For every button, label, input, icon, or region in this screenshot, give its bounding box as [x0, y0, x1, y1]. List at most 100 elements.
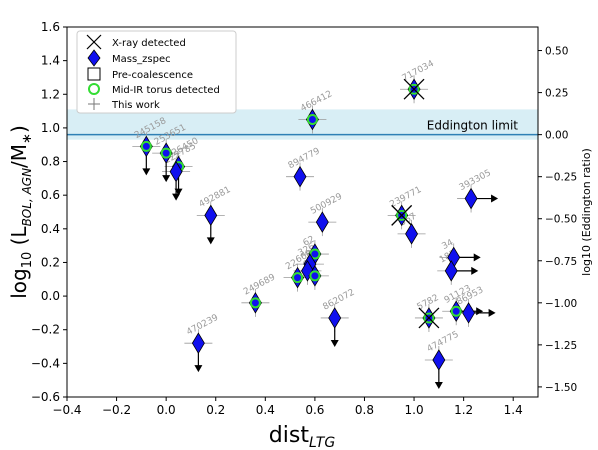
- data-point-diamond: [464, 187, 478, 210]
- y-tick-label: 0.8: [41, 155, 60, 169]
- y-axis-label-log: log: [7, 268, 31, 299]
- x-tick-label: 1.2: [454, 403, 473, 417]
- point-label: 470239: [185, 313, 220, 338]
- y-tick-label: 1.2: [41, 87, 60, 101]
- limit-arrow-layer: [142, 146, 499, 389]
- y-tick-label: 0.0: [41, 289, 60, 303]
- right-axis-label: log10 (Eddington ratio): [580, 148, 593, 276]
- y-axis-ticks: −0.6 −0.4 −0.2 0.0 0.2 0.4 0.6 0.8 1.0 1.2 1.4 1.6: [31, 20, 67, 404]
- point-label: 393305: [458, 168, 493, 193]
- legend-thiswork-text: This work: [111, 100, 160, 111]
- right-tick-label: −1.25: [545, 340, 577, 352]
- upper-limit-arrow-head: [142, 168, 151, 176]
- y-tick-label: 1.4: [41, 54, 60, 68]
- right-limit-arrow-head: [471, 266, 479, 275]
- y-tick-label: −0.4: [31, 356, 60, 370]
- point-label: 894779: [287, 146, 322, 171]
- legend-square-marker: [87, 67, 101, 81]
- x-axis-label-main: dist: [269, 423, 310, 448]
- eddington-limit-label: Eddington limit: [427, 119, 519, 133]
- torus-ring: [292, 272, 304, 284]
- right-tick-label: 0.25: [545, 88, 568, 100]
- data-point-diamond: [204, 204, 218, 227]
- torus-ring: [450, 305, 462, 317]
- y-axis-label-close: ): [7, 125, 31, 133]
- x-tick-label: 0.6: [305, 403, 324, 417]
- y-tick-label: 1.6: [41, 20, 60, 34]
- data-point-diamond: [432, 349, 446, 371]
- legend: X-ray detected Mass_zspec Pre-coalescenc…: [76, 30, 237, 114]
- xray-cross: [403, 78, 425, 100]
- data-point-diamond: [315, 211, 329, 233]
- x-tick-label: 0.2: [206, 403, 225, 417]
- right-tick-label: 0.00: [545, 130, 568, 142]
- torus-ring: [309, 248, 321, 260]
- upper-limit-arrow-head: [434, 382, 443, 389]
- upper-limit-arrow-head: [194, 365, 203, 373]
- right-limit-arrow-head: [476, 307, 484, 316]
- torus-ring: [423, 312, 435, 324]
- upper-limit-arrow-head: [206, 237, 215, 245]
- legend-box: [76, 30, 237, 114]
- data-point-diamond: [462, 302, 476, 324]
- point-label: 34: [440, 238, 455, 252]
- x-axis-ticks: −0.4 −0.2 0.0 0.2 0.4 0.6 0.8 1.0 1.2 1.4: [52, 397, 523, 417]
- point-label: 492881: [197, 185, 232, 210]
- upper-limit-arrow-head: [172, 193, 181, 201]
- right-tick-label: −0.25: [545, 172, 577, 184]
- right-tick-label: −0.50: [545, 214, 577, 226]
- y-axis-label: log10 (LBOL, AGN/M∗): [7, 125, 35, 299]
- legend-torus-marker: [88, 83, 100, 95]
- y-axis-label-msub: ∗: [20, 133, 35, 144]
- legend-torus-text: Mid-IR torus detected: [112, 85, 220, 96]
- upper-limit-arrow-head: [162, 175, 171, 183]
- x-tick-label: 1.4: [504, 403, 523, 417]
- data-point-diamond: [444, 260, 458, 282]
- point-label: 500929: [309, 192, 344, 217]
- point-label: 474775: [426, 330, 461, 355]
- x-tick-label: 0.8: [355, 403, 374, 417]
- right-limit-arrow-head: [488, 308, 496, 317]
- x-tick-label: −0.4: [52, 403, 81, 417]
- point-label: 249689: [242, 272, 277, 297]
- data-point-diamond: [328, 307, 342, 329]
- legend-xray-marker: [86, 34, 102, 50]
- y-tick-label: 1.0: [41, 121, 60, 135]
- y-axis-label-open: (L: [7, 226, 31, 252]
- torus-ring: [408, 83, 420, 95]
- point-label: 239771: [388, 185, 423, 210]
- torus-ring: [306, 114, 318, 125]
- point-layer: [139, 78, 478, 371]
- y-tick-label: 0.6: [41, 188, 60, 202]
- x-tick-label: −0.2: [102, 403, 131, 417]
- y-axis-label-mid: /M: [7, 144, 31, 168]
- right-axis-ticks: 0.50 0.25 0.00 −0.25 −0.50 −0.75 −1.00 −1.25 −1.…: [538, 46, 577, 394]
- data-point-diamond: [300, 260, 314, 282]
- point-label: 717034: [401, 59, 436, 84]
- right-tick-label: 0.50: [545, 46, 568, 58]
- legend-thiswork-marker: [88, 98, 100, 110]
- y-tick-label: 0.4: [41, 222, 60, 236]
- y-tick-label: 0.2: [41, 255, 60, 269]
- x-tick-label: 0.0: [157, 403, 176, 417]
- xray-cross: [391, 204, 413, 226]
- legend-precoal-text: Pre-coalescence: [112, 70, 193, 81]
- right-tick-label: −1.00: [545, 298, 577, 310]
- point-label: 862072: [321, 288, 356, 313]
- data-point-diamond: [191, 332, 205, 354]
- data-point-diamond: [169, 160, 183, 183]
- right-limit-arrow-head: [473, 253, 481, 262]
- legend-xray-text: X-ray detected: [112, 38, 186, 49]
- data-point-diamond: [293, 165, 307, 188]
- point-label: 22: [284, 258, 299, 272]
- y-tick-label: −0.6: [31, 390, 60, 404]
- torus-ring: [160, 147, 172, 159]
- torus-ring: [140, 140, 152, 152]
- data-point-diamond: [405, 223, 419, 245]
- torus-ring: [396, 209, 408, 221]
- legend-mass-text: Mass_zspec: [112, 54, 171, 65]
- upper-limit-arrow-head: [330, 339, 339, 347]
- torus-ring: [249, 297, 261, 309]
